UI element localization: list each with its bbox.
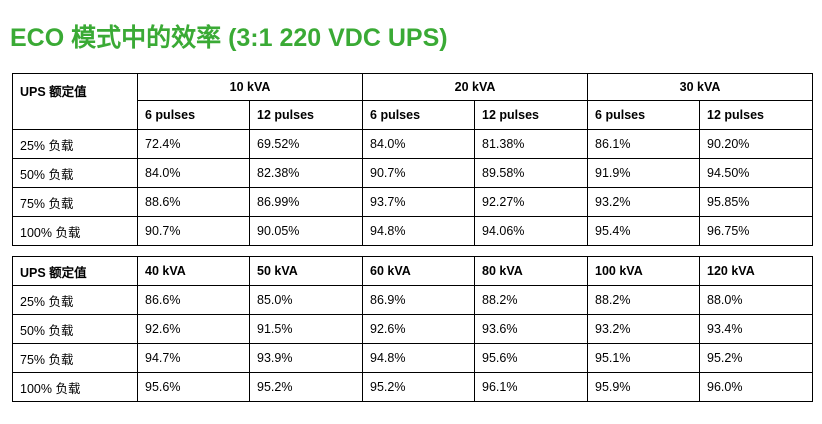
pulse-header: 12 pulses xyxy=(474,100,589,130)
table-cell: 91.9% xyxy=(587,158,701,188)
table-cell: 92.27% xyxy=(474,187,589,217)
table-cell: 94.7% xyxy=(137,343,250,373)
table-cell: 89.58% xyxy=(474,158,589,188)
table-cell: 88.2% xyxy=(587,285,700,315)
capacity-header: 80 kVA xyxy=(474,256,588,286)
table-cell: 86.99% xyxy=(248,187,364,217)
capacity-header: 100 kVA xyxy=(587,256,700,286)
load-label: 75% 负载 xyxy=(12,343,138,373)
table-row: 75% 负载 94.7% 93.9% 94.8% 95.6% 95.1% 95.… xyxy=(12,343,813,373)
table-cell: 86.9% xyxy=(362,285,475,315)
table-cell: 96.1% xyxy=(474,372,588,402)
table-cell: 88.0% xyxy=(699,285,813,315)
table-cell: 95.2% xyxy=(699,343,813,373)
table-cell: 93.2% xyxy=(587,314,700,344)
capacity-header: 40 kVA xyxy=(137,256,250,286)
table-header-row: UPS 额定值 10 kVA 20 kVA 30 kVA xyxy=(12,73,814,130)
pulse-header: 6 pulses xyxy=(587,100,701,130)
table-cell: 93.2% xyxy=(587,187,701,217)
table-row: 75% 负载 88.6% 86.99% 93.7% 92.27% 93.2% 9… xyxy=(12,187,814,217)
table-cell: 86.1% xyxy=(587,129,701,159)
table-cell: 86.6% xyxy=(137,285,250,315)
table-cell: 95.85% xyxy=(699,187,814,217)
table-cell: 81.38% xyxy=(474,129,589,159)
table-cell: 84.0% xyxy=(362,129,476,159)
table-cell: 85.0% xyxy=(249,285,363,315)
table-cell: 95.1% xyxy=(587,343,700,373)
table-row: 100% 负载 95.6% 95.2% 95.2% 96.1% 95.9% 96… xyxy=(12,372,813,402)
load-label: 25% 负载 xyxy=(12,129,138,159)
table-cell: 96.75% xyxy=(699,216,814,246)
table-row: 25% 负载 72.4% 69.52% 84.0% 81.38% 86.1% 9… xyxy=(12,129,814,159)
table-cell: 94.50% xyxy=(699,158,814,188)
table-cell: 69.52% xyxy=(248,129,364,159)
table-row: 100% 负载 90.7% 90.05% 94.8% 94.06% 95.4% … xyxy=(12,216,814,246)
table-cell: 90.7% xyxy=(362,158,476,188)
table-cell: 95.2% xyxy=(249,372,363,402)
capacity-header: 120 kVA xyxy=(699,256,813,286)
table-cell: 95.9% xyxy=(587,372,700,402)
table-header-row: UPS 额定值 40 kVA 50 kVA 60 kVA 80 kVA 100 … xyxy=(12,256,813,286)
table-cell: 90.7% xyxy=(137,216,250,246)
pulse-header: 6 pulses xyxy=(137,100,250,130)
load-label: 75% 负载 xyxy=(12,187,138,217)
table-row: 25% 负载 86.6% 85.0% 86.9% 88.2% 88.2% 88.… xyxy=(12,285,813,315)
table-cell: 90.20% xyxy=(699,129,814,159)
table-cell: 90.05% xyxy=(248,216,364,246)
table-cell: 95.2% xyxy=(362,372,475,402)
capacity-header: 60 kVA xyxy=(362,256,475,286)
page-title: ECO 模式中的效率 (3:1 220 VDC UPS) xyxy=(10,24,448,52)
table-row: 50% 负载 92.6% 91.5% 92.6% 93.6% 93.2% 93.… xyxy=(12,314,813,344)
capacity-header: 50 kVA xyxy=(249,256,363,286)
table-cell: 96.0% xyxy=(699,372,813,402)
table-cell: 92.6% xyxy=(137,314,250,344)
pulse-header: 12 pulses xyxy=(248,100,364,130)
table-cell: 93.7% xyxy=(362,187,476,217)
table-row: 50% 负载 84.0% 82.38% 90.7% 89.58% 91.9% 9… xyxy=(12,158,814,188)
rating-header: UPS 额定值 xyxy=(12,256,138,286)
table-cell: 95.6% xyxy=(474,343,588,373)
table-cell: 88.6% xyxy=(137,187,250,217)
table-cell: 93.6% xyxy=(474,314,588,344)
table-cell: 92.6% xyxy=(362,314,475,344)
table-cell: 94.8% xyxy=(362,216,476,246)
table-cell: 93.4% xyxy=(699,314,813,344)
load-label: 100% 负载 xyxy=(12,372,138,402)
table-cell: 94.06% xyxy=(474,216,589,246)
table-subheader-row: 6 pulses 12 pulses 6 pulses 12 pulses 6 … xyxy=(13,100,814,130)
load-label: 100% 负载 xyxy=(12,216,138,246)
table-cell: 82.38% xyxy=(248,158,364,188)
table-cell: 91.5% xyxy=(249,314,363,344)
table-cell: 93.9% xyxy=(249,343,363,373)
load-label: 50% 负载 xyxy=(12,314,138,344)
group-header: 10 kVA xyxy=(136,73,364,101)
efficiency-table-10-30kva: UPS 额定值 10 kVA 20 kVA 30 kVA 6 pulses 12… xyxy=(12,73,814,246)
table-cell: 95.4% xyxy=(587,216,701,246)
pulse-header: 6 pulses xyxy=(362,100,476,130)
efficiency-table-40-120kva: UPS 额定值 40 kVA 50 kVA 60 kVA 80 kVA 100 … xyxy=(12,256,813,402)
table-cell: 95.6% xyxy=(137,372,250,402)
table-cell: 84.0% xyxy=(137,158,250,188)
load-label: 50% 负载 xyxy=(12,158,138,188)
table-cell: 94.8% xyxy=(362,343,475,373)
table-cell: 88.2% xyxy=(474,285,588,315)
table-cell: 72.4% xyxy=(137,129,250,159)
pulse-header: 12 pulses xyxy=(699,100,814,130)
rating-header: UPS 额定值 xyxy=(12,73,138,130)
group-header: 20 kVA xyxy=(362,73,589,101)
load-label: 25% 负载 xyxy=(12,285,138,315)
group-header: 30 kVA xyxy=(587,73,814,101)
